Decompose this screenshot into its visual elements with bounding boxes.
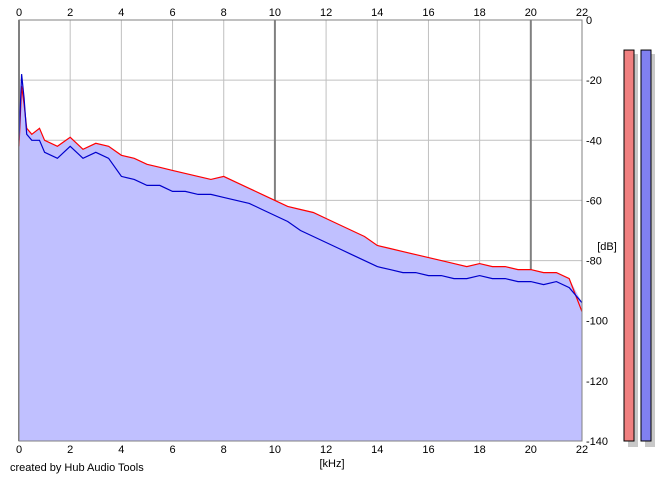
y-tick-label: -120 (586, 376, 608, 388)
x-tick-label-bottom: 8 (221, 444, 227, 456)
spectrum-fill (19, 74, 582, 441)
y-tick-label: -20 (586, 75, 602, 87)
x-axis-label: [kHz] (319, 458, 344, 470)
x-tick-label-bottom: 18 (474, 444, 486, 456)
y-axis-label: [dB] (597, 241, 617, 253)
x-tick-label-bottom: 2 (67, 444, 73, 456)
x-tick-label-top: 2 (67, 7, 73, 19)
x-tick-label-top: 18 (474, 7, 486, 19)
x-tick-label-top: 20 (525, 7, 537, 19)
y-tick-label: -60 (586, 195, 602, 207)
x-tick-label-bottom: 4 (118, 444, 124, 456)
spectrum-area (19, 74, 582, 441)
tick-labels: 002244668810101212141416161818202022220-… (16, 7, 608, 456)
x-tick-label-bottom: 12 (320, 444, 332, 456)
y-tick-label: -80 (586, 256, 602, 268)
spectrum-lines (18, 74, 583, 312)
x-tick-label-top: 16 (422, 7, 434, 19)
x-tick-label-bottom: 20 (525, 444, 537, 456)
level-meter-right (640, 49, 652, 442)
x-tick-label-bottom: 14 (371, 444, 383, 456)
x-tick-label-bottom: 0 (16, 444, 22, 456)
x-tick-label-top: 8 (221, 7, 227, 19)
level-meters (623, 49, 655, 448)
level-meter-left (623, 49, 635, 442)
x-tick-label-top: 22 (576, 7, 588, 19)
y-tick-label: -140 (586, 436, 608, 448)
x-tick-label-bottom: 10 (269, 444, 281, 456)
x-tick-label-top: 4 (118, 7, 124, 19)
y-tick-label: -40 (586, 135, 602, 147)
y-tick-label: -100 (586, 316, 608, 328)
plot-frame (18, 19, 583, 442)
x-tick-label-top: 14 (371, 7, 383, 19)
plot-border (18, 19, 583, 442)
x-tick-label-top: 12 (320, 7, 332, 19)
y-tick-label: 0 (586, 15, 592, 27)
credit-text: created by Hub Audio Tools (10, 462, 144, 474)
x-tick-label-bottom: 16 (422, 444, 434, 456)
series-line-right (18, 74, 583, 304)
series-line-left (18, 86, 583, 312)
x-tick-label-top: 6 (169, 7, 175, 19)
x-tick-label-top: 0 (16, 7, 22, 19)
x-tick-label-bottom: 22 (576, 444, 588, 456)
x-tick-label-top: 10 (269, 7, 281, 19)
x-tick-label-bottom: 6 (169, 444, 175, 456)
